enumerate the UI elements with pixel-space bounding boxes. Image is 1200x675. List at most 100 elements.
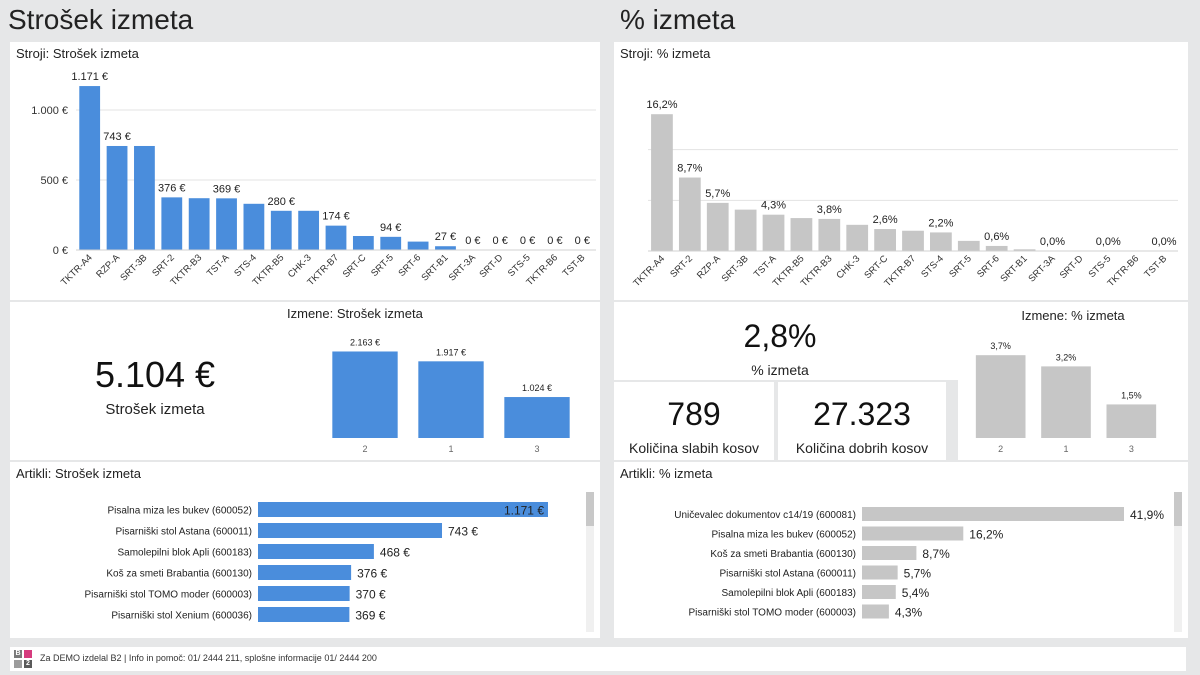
x-category-label: SRT-3B (720, 253, 751, 284)
bar (862, 526, 964, 541)
x-category-label: 3 (534, 444, 539, 454)
y-category-label: Pisarniški stol Astana (600011) (115, 527, 252, 538)
data-label: 4,3% (895, 606, 923, 620)
articles-cost-scrollbar[interactable] (586, 492, 594, 632)
data-label: 4,3% (761, 200, 786, 212)
data-label: 369 € (355, 609, 385, 623)
bar (706, 202, 729, 251)
bar (258, 586, 350, 601)
data-label: 743 € (448, 525, 478, 539)
data-label: 743 € (103, 131, 131, 143)
data-label: 280 € (267, 196, 295, 208)
bar (106, 145, 128, 250)
articles-cost-card: Artikli: Strošek izmeta Pisalna miza les… (10, 462, 600, 638)
logo-square-pink (24, 650, 32, 658)
articles-percent-scrollbar[interactable] (1174, 492, 1182, 632)
x-category-label: SRT-D (478, 252, 506, 280)
x-category-label: SRT-6 (975, 253, 1002, 280)
data-label: 0 € (493, 235, 508, 247)
data-label: 376 € (158, 182, 186, 194)
bar (1013, 249, 1036, 251)
bar (243, 203, 265, 250)
logo-letter-b: B (14, 650, 22, 658)
logo-square-gray (14, 660, 22, 668)
machines-percent-chart: 16,2%TKTR-A48,7%SRT-25,7%RZP-ASRT-3B4,3%… (631, 99, 1178, 289)
bar (407, 241, 429, 250)
data-label: 1.171 € (504, 504, 544, 518)
data-label: 8,7% (677, 163, 702, 175)
x-category-label: TKTR-A4 (59, 252, 95, 288)
bar (790, 218, 813, 251)
y-category-label: Pisarniški stol Xenium (600036) (111, 611, 252, 622)
bar (975, 355, 1026, 438)
x-category-label: STS-4 (919, 253, 946, 280)
data-label: 0,0% (1096, 236, 1121, 248)
data-label: 27 € (435, 231, 456, 243)
x-category-label: TST-A (205, 252, 232, 279)
bar (762, 214, 785, 251)
x-category-label: CHK-3 (834, 253, 862, 281)
bar (651, 114, 673, 251)
machines-cost-title: Stroji: Strošek izmeta (16, 46, 139, 61)
bar (258, 544, 374, 559)
x-category-label: TST-B (561, 252, 588, 279)
data-label: 468 € (380, 546, 410, 560)
data-label: 1.024 € (522, 383, 552, 393)
y-tick-label: 1.000 € (31, 105, 68, 117)
good-pieces-label: Količina dobrih kosov (795, 440, 929, 456)
articles-cost-chart: Pisalna miza les bukev (600052) 1.171 € Pi… (85, 502, 548, 623)
total-cost-label: Strošek izmeta (105, 401, 205, 418)
machines-cost-card: Stroji: Strošek izmeta 0 € 500 € 1.000 € 1.… (10, 42, 600, 300)
shifts-percent-title: Izmene: % izmeta (1021, 308, 1125, 323)
x-category-label: SRT-C (341, 252, 369, 280)
data-label: 370 € (356, 588, 386, 602)
x-category-label: SRT-B1 (999, 253, 1030, 284)
x-category-label: SRT-5 (947, 253, 974, 280)
data-label: 5,4% (902, 586, 930, 600)
page-title-cost: Strošek izmeta (8, 4, 194, 35)
y-category-label: Pisarniški stol Astana (600011) (719, 569, 856, 580)
bar (298, 210, 320, 250)
x-category-label: 3 (1129, 444, 1134, 454)
data-label: 5,7% (904, 567, 932, 581)
data-label: 0 € (547, 235, 562, 247)
bar (79, 86, 101, 250)
y-category-label: Pisalna miza les bukev (600052) (711, 530, 856, 541)
bar (325, 225, 347, 250)
x-category-label: 1 (448, 444, 453, 454)
bar (258, 565, 352, 580)
bar (258, 502, 548, 517)
x-category-label: 1 (1063, 444, 1068, 454)
shifts-percent-chart: 3,7% 2 3,2% 1 1,5% 3 (975, 341, 1157, 454)
bar (862, 546, 917, 560)
machines-percent-title: Stroji: % izmeta (620, 46, 711, 61)
data-label: 3,8% (817, 204, 842, 216)
x-category-label: SRT-2 (668, 253, 695, 280)
bad-pieces-card: 789 Količina slabih kosov (614, 382, 774, 460)
bar (352, 236, 374, 250)
b2-logo: B 2 (14, 650, 32, 668)
articles-cost-scroll-thumb[interactable] (586, 492, 594, 526)
articles-percent-title: Artikli: % izmeta (620, 466, 713, 481)
data-label: 0,0% (1040, 236, 1065, 248)
y-category-label: Koš za smeti Brabantia (600130) (710, 549, 856, 560)
data-label: 94 € (380, 222, 401, 234)
data-label: 369 € (213, 183, 241, 195)
bar (862, 507, 1124, 521)
scrap-percent-label: % izmeta (751, 362, 809, 378)
data-label: 2,2% (928, 217, 953, 229)
data-label: 2,6% (873, 214, 898, 226)
shifts-cost-chart: 2.163 € 2 1.917 € 1 1.024 € 3 (332, 337, 570, 454)
data-label: 3,2% (1056, 352, 1077, 362)
x-category-label: TKTR-A4 (631, 253, 667, 289)
articles-percent-scroll-thumb[interactable] (1174, 492, 1182, 526)
bar (504, 397, 570, 438)
bar (380, 236, 402, 250)
articles-cost-title: Artikli: Strošek izmeta (16, 466, 141, 481)
footer-bar: B 2 Za DEMO izdelal B2 | Info in pomoč: … (10, 647, 1186, 671)
bad-pieces-value: 789 (667, 396, 721, 432)
bar (930, 232, 952, 251)
bar (862, 604, 889, 619)
bad-pieces-label: Količina slabih kosov (629, 440, 759, 456)
bar (134, 145, 155, 250)
